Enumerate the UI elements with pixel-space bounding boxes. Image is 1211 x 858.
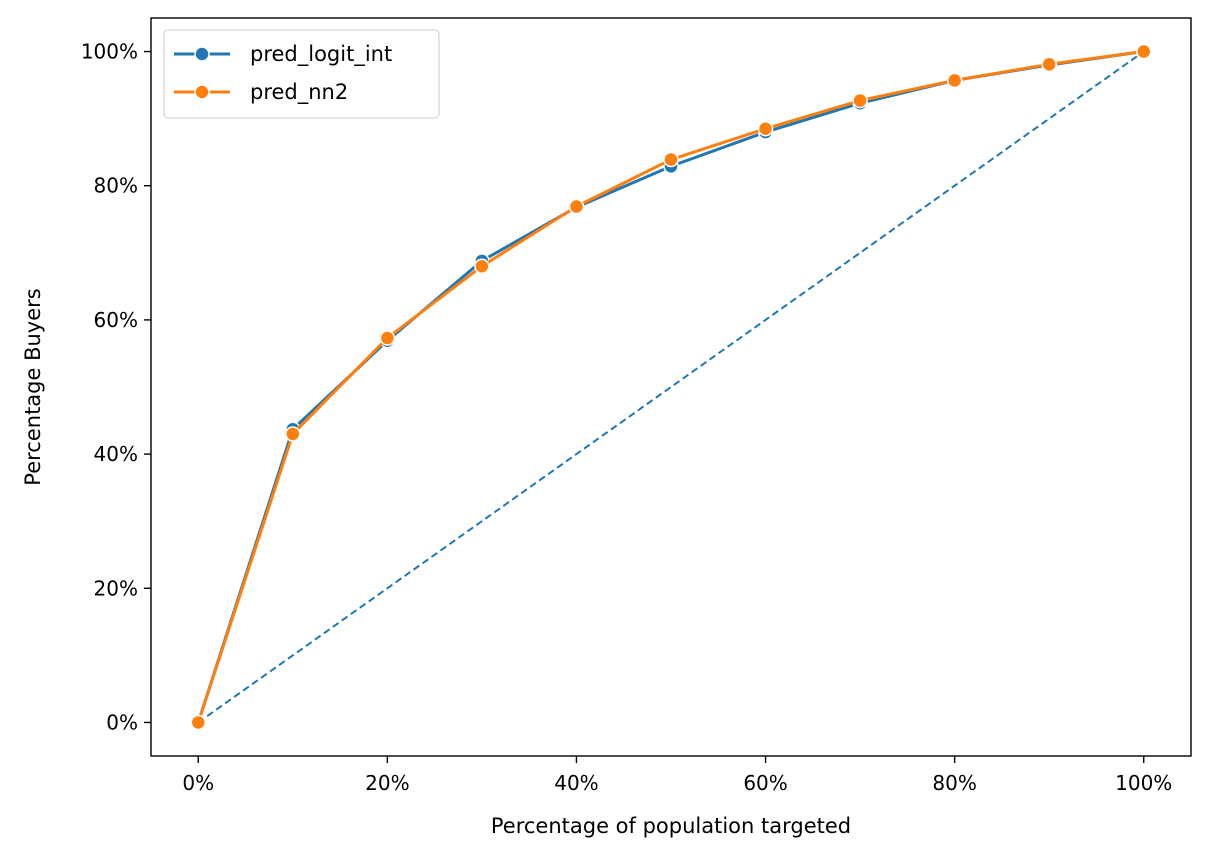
y-tick-label: 60% bbox=[94, 308, 138, 332]
data-point-pred_nn2 bbox=[568, 198, 585, 215]
x-tick-label: 0% bbox=[182, 771, 214, 795]
data-point-pred_nn2 bbox=[474, 258, 490, 274]
y-tick-label: 0% bbox=[106, 710, 138, 734]
data-point-pred_nn2 bbox=[663, 151, 679, 168]
data-point-pred_nn2 bbox=[285, 426, 301, 442]
series-pred_nn2 bbox=[190, 43, 1152, 731]
legend: pred_logit_int pred_nn2 bbox=[163, 29, 440, 119]
x-tick-label: 20% bbox=[365, 771, 409, 795]
x-tick-label: 100% bbox=[1115, 771, 1172, 795]
plot-frame bbox=[150, 17, 1192, 757]
x-axis-label: Percentage of population targeted bbox=[491, 814, 851, 838]
baseline-layer bbox=[197, 50, 1145, 724]
series-pred_logit_int bbox=[190, 43, 1152, 731]
x-tick-label: 40% bbox=[554, 771, 598, 795]
x-axis: 0% 20% 40% 60% 80% 100% bbox=[182, 756, 1172, 795]
data-point-pred_nn2 bbox=[190, 714, 207, 731]
data-point-pred_nn2 bbox=[852, 92, 868, 109]
y-axis-label: Percentage Buyers bbox=[21, 288, 45, 485]
legend-marker-pred_logit_int bbox=[194, 46, 210, 62]
x-tick-label: 60% bbox=[743, 771, 787, 795]
y-tick-label: 80% bbox=[94, 174, 138, 198]
y-tick-label: 20% bbox=[94, 576, 138, 600]
legend-label-pred_logit_int: pred_logit_int bbox=[250, 42, 392, 67]
series-layer bbox=[190, 43, 1152, 731]
data-point-pred_nn2 bbox=[757, 120, 774, 137]
legend-box bbox=[163, 29, 440, 119]
y-tick-label: 100% bbox=[81, 40, 138, 64]
y-axis: 0% 20% 40% 60% 80% 100% bbox=[81, 40, 151, 734]
legend-label-pred_nn2: pred_nn2 bbox=[250, 80, 348, 105]
y-tick-label: 40% bbox=[94, 442, 138, 466]
data-point-pred_nn2 bbox=[1135, 43, 1152, 60]
x-tick-label: 80% bbox=[932, 771, 976, 795]
data-point-pred_nn2 bbox=[946, 72, 963, 89]
baseline-line bbox=[197, 50, 1145, 724]
data-point-pred_nn2 bbox=[379, 330, 396, 346]
legend-marker-pred_nn2 bbox=[194, 84, 210, 100]
data-point-pred_nn2 bbox=[1041, 56, 1057, 73]
